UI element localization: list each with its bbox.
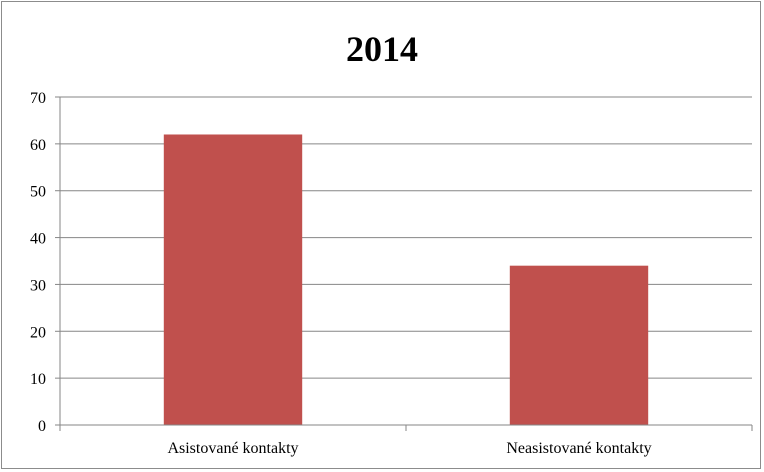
y-tick-labels: 0 10 20 30 40 50 60 70	[30, 90, 46, 435]
bar-0	[163, 134, 303, 425]
y-tick-label-6: 60	[30, 137, 46, 154]
chart-title: 2014	[346, 29, 418, 69]
x-category-labels: Asistované kontakty Neasistované kontakty	[167, 440, 651, 457]
y-tick-label-0: 0	[38, 418, 46, 435]
axes	[55, 96, 753, 431]
y-tick-label-2: 20	[30, 324, 46, 341]
x-category-label-1: Neasistované kontakty	[506, 440, 651, 457]
y-tick-label-7: 70	[30, 90, 46, 107]
bars	[163, 134, 649, 425]
y-tick-label-4: 40	[30, 231, 46, 248]
y-tick-label-3: 30	[30, 277, 46, 294]
y-tick-label-5: 50	[30, 184, 46, 201]
x-category-label-0: Asistované kontakty	[167, 440, 298, 457]
y-tick-label-1: 10	[30, 371, 46, 388]
bar-1	[509, 265, 649, 425]
